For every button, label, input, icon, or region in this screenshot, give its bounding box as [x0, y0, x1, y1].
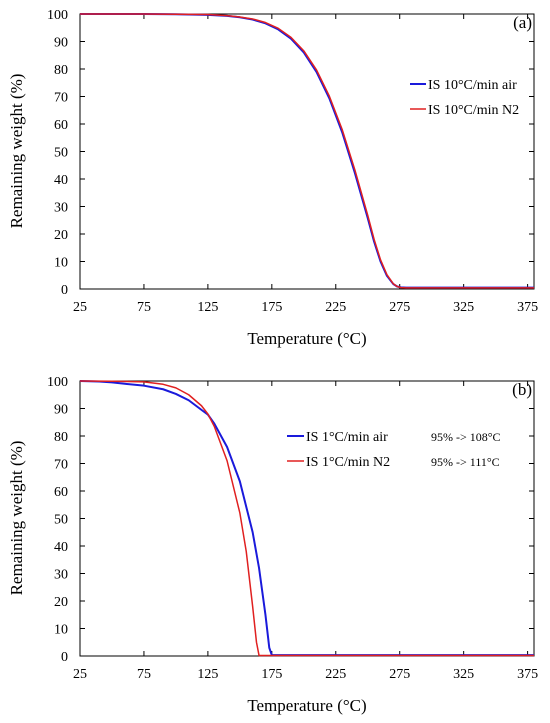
y-tick-label-a: 60	[54, 118, 68, 133]
x-axis-title-a: Temperature (°C)	[247, 329, 366, 348]
y-tick-label-b: 30	[54, 568, 68, 583]
series-b	[79, 380, 534, 657]
series-line-n2-b	[79, 380, 534, 657]
legend-label-n2-b: IS 1°C/min N2	[306, 455, 390, 470]
x-tick-label-b: 175	[261, 667, 282, 682]
series-line-air-b	[79, 380, 534, 657]
y-tick-label-a: 40	[54, 173, 68, 188]
x-tick-label-a: 25	[73, 300, 87, 315]
y-tick-label-b: 40	[54, 540, 68, 555]
panel-a: 25 75 125 175 225 275 325 375 0 10 20 30 40 50 60 70 80 9…	[7, 8, 538, 348]
annotation-n2-b: 95% -> 111°C	[431, 455, 500, 469]
y-tick-label-b: 80	[54, 430, 68, 445]
x-tick-label-a: 275	[389, 300, 410, 315]
panel-label-b: (b)	[512, 380, 532, 399]
x-tick-label-a: 75	[137, 300, 151, 315]
y-tick-label-b: 50	[54, 513, 68, 528]
x-tick-label-b: 75	[137, 667, 151, 682]
y-tick-label-b: 70	[54, 458, 68, 473]
x-tick-label-b: 125	[197, 667, 218, 682]
legend-label-air-a: IS 10°C/min air	[428, 78, 517, 93]
panel-label-a: (a)	[513, 13, 532, 32]
y-tick-label-b: 60	[54, 485, 68, 500]
panel-b: 25 75 125 175 225 275 325 375 0 10 20 30 40 50 60 70 80 9…	[7, 375, 538, 715]
y-tick-label-a: 70	[54, 91, 68, 106]
y-tick-label-a: 90	[54, 36, 68, 51]
y-tick-label-a: 10	[54, 256, 68, 271]
legend-label-air-b: IS 1°C/min air	[306, 430, 388, 445]
x-tick-label-a: 125	[197, 300, 218, 315]
legend-label-n2-a: IS 10°C/min N2	[428, 103, 519, 118]
ticks-a: 25 75 125 175 225 275 325 375 0 10 20 30 40 50 60 70 80 9…	[47, 8, 538, 315]
y-axis-title-a: Remaining weight (%)	[7, 74, 26, 229]
x-axis-title-b: Temperature (°C)	[247, 696, 366, 715]
x-tick-label-b: 25	[73, 667, 87, 682]
y-tick-label-b: 20	[54, 595, 68, 610]
x-tick-label-b: 325	[453, 667, 474, 682]
y-tick-label-a: 20	[54, 228, 68, 243]
legend-b: IS 1°C/min air 95% -> 108°C IS 1°C/min N…	[287, 430, 501, 470]
series-line-n2-a	[80, 13, 534, 289]
y-tick-label-b: 90	[54, 403, 68, 418]
x-tick-label-b: 375	[517, 667, 538, 682]
plot-frame-b	[79, 380, 535, 657]
y-tick-label-b: 100	[47, 375, 68, 390]
y-tick-label-a: 30	[54, 201, 68, 216]
y-tick-label-b: 0	[61, 650, 68, 665]
x-tick-label-a: 175	[261, 300, 282, 315]
ticks-b: 25 75 125 175 225 275 325 375 0 10 20 30 40 50 60 70 80 9…	[47, 375, 538, 682]
series-a	[80, 13, 534, 289]
y-tick-label-a: 100	[47, 8, 68, 23]
x-tick-label-b: 275	[389, 667, 410, 682]
y-axis-title-b: Remaining weight (%)	[7, 441, 26, 596]
y-tick-label-b: 10	[54, 623, 68, 638]
x-tick-label-a: 375	[517, 300, 538, 315]
x-tick-label-b: 225	[325, 667, 346, 682]
legend-a: IS 10°C/min air IS 10°C/min N2	[410, 78, 519, 118]
annotation-air-b: 95% -> 108°C	[431, 430, 501, 444]
y-tick-label-a: 0	[61, 283, 68, 298]
y-tick-label-a: 80	[54, 63, 68, 78]
x-tick-label-a: 325	[453, 300, 474, 315]
y-tick-label-a: 50	[54, 146, 68, 161]
x-tick-label-a: 225	[325, 300, 346, 315]
